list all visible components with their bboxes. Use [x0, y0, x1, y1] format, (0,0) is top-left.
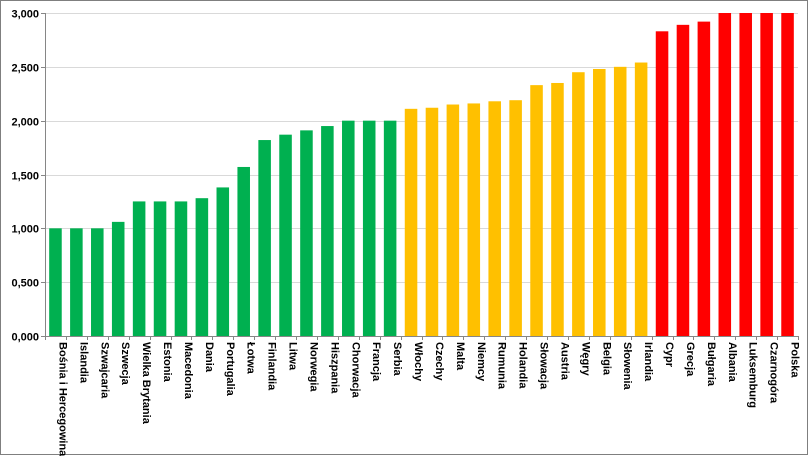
bar — [258, 140, 271, 336]
bar — [383, 120, 397, 337]
x-tick-label: Irlandia — [642, 342, 654, 382]
x-tick-label: Bułgaria — [705, 342, 717, 387]
x-tick-label: Łotwa — [245, 342, 257, 375]
bar — [70, 228, 83, 336]
bar — [321, 126, 334, 336]
x-tick-label: Wielka Brytania — [140, 342, 152, 425]
x-tick-label: Luksemburg — [747, 342, 759, 408]
bar — [132, 201, 146, 336]
x-tick-label: Serbia — [391, 342, 403, 377]
y-tick-label: 2,500 — [11, 63, 39, 75]
x-tick-label: Włochy — [412, 342, 424, 382]
x-tick-label: Czarnogóra — [768, 342, 780, 404]
bar — [718, 13, 732, 336]
bar — [572, 72, 585, 336]
y-tick-label: 2,000 — [11, 117, 39, 129]
bar — [342, 120, 355, 337]
x-tick-label: Czechy — [433, 342, 445, 381]
x-tick-label: Niemcy — [475, 342, 487, 382]
bar — [509, 100, 522, 337]
x-tick-label: Szwecja — [119, 342, 131, 386]
x-tick-label: Chorwacja — [349, 342, 361, 399]
x-tick-label: Macedonia — [182, 342, 194, 400]
x-tick-label: Austria — [558, 342, 570, 381]
x-tick-label: Malta — [454, 342, 466, 371]
y-tick-label: 1,500 — [11, 171, 39, 183]
y-axis-tick-labels: 0,000 0,500 1,000 1,500 2,000 2,500 3,000 — [11, 9, 39, 344]
bar — [153, 201, 167, 336]
x-tick-label: Finlandia — [266, 342, 278, 391]
bar — [697, 21, 711, 336]
bar — [676, 24, 690, 337]
bar — [467, 103, 481, 336]
bar — [404, 108, 418, 336]
x-tick-label: Albania — [726, 342, 738, 383]
x-tick-label: Słowenia — [621, 342, 633, 391]
bar — [300, 130, 313, 336]
bar — [237, 166, 250, 336]
x-tick-label: Rumunia — [496, 342, 508, 390]
bar — [111, 221, 125, 336]
y-tick-label: 3,000 — [11, 9, 39, 21]
bar — [279, 134, 292, 336]
bar — [362, 120, 376, 337]
x-tick-label: Holandia — [517, 342, 529, 389]
x-tick-label: Portugalia — [224, 342, 236, 397]
x-tick-label: Islandia — [77, 342, 89, 384]
x-tick-label: Hiszpania — [328, 342, 340, 394]
x-tick-label: Litwa — [287, 342, 299, 371]
axes — [41, 13, 799, 340]
bar — [551, 82, 564, 336]
bars — [49, 13, 794, 337]
bar — [613, 66, 627, 336]
bar — [739, 13, 752, 336]
x-axis-tick-labels: Bośnia i Hercegowina Islandia Szwajcaria Sz… — [56, 342, 800, 456]
x-tick-label: Dania — [203, 342, 215, 373]
x-tick-label: Szwajcaria — [98, 342, 110, 399]
x-tick-label: Belgia — [600, 342, 612, 376]
bar — [49, 228, 62, 336]
bar — [634, 62, 648, 336]
bar — [174, 201, 188, 336]
x-tick-label: Polska — [789, 342, 801, 378]
x-tick-label: Francja — [370, 342, 382, 382]
bar — [655, 31, 669, 336]
bar — [781, 13, 794, 336]
bar — [760, 13, 773, 336]
bar — [446, 104, 460, 337]
bar — [216, 187, 230, 336]
x-tick-label: Węgry — [579, 342, 591, 377]
x-tick-label: Estonia — [161, 342, 173, 383]
bar — [488, 101, 501, 336]
bar — [530, 85, 543, 337]
bar — [425, 107, 439, 336]
x-tick-label: Bośnia i Hercegowina — [56, 342, 68, 456]
y-tick-label: 0,000 — [11, 332, 39, 344]
gridlines — [45, 13, 798, 283]
y-tick-label: 1,000 — [11, 224, 39, 236]
x-tick-label: Cypr — [663, 342, 675, 368]
x-tick-label: Norwegia — [307, 342, 319, 392]
bar — [91, 228, 104, 336]
x-tick-label: Grecja — [684, 342, 696, 377]
bar — [195, 198, 209, 336]
x-tick-label: Słowacja — [538, 342, 550, 390]
bar — [593, 68, 606, 336]
y-tick-label: 0,500 — [11, 278, 39, 290]
